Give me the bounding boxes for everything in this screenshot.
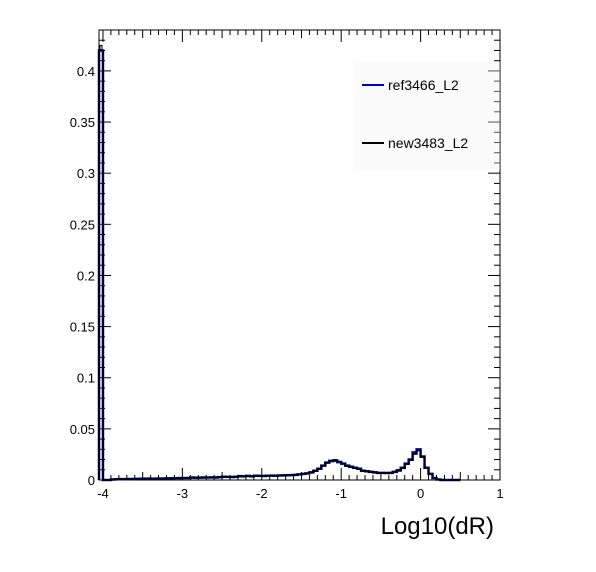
legend-label-ref: ref3466_L2 <box>388 77 459 93</box>
x-tick-label: -4 <box>97 486 109 501</box>
x-tick-label: 0 <box>417 486 424 501</box>
first-bin-cap <box>99 44 103 51</box>
y-tick-label: 0.2 <box>77 268 95 283</box>
x-tick-label: -2 <box>256 486 268 501</box>
y-tick-label: 0.1 <box>77 371 95 386</box>
y-tick-label: 0.4 <box>77 64 95 79</box>
series-new3483_L2 <box>98 49 461 481</box>
y-tick-label: 0.35 <box>70 115 95 130</box>
y-tick-label: 0.25 <box>70 217 95 232</box>
y-tick-label: 0 <box>88 473 95 488</box>
histogram-series <box>97 44 461 482</box>
x-tick-label: 1 <box>496 486 503 501</box>
legend: ref3466_L2 new3483_L2 <box>355 62 500 170</box>
legend-label-new: new3483_L2 <box>388 135 468 151</box>
x-tick-label: -1 <box>335 486 347 501</box>
tick-labels: -4 -3 -2 -1 0 1 0 0.05 0.1 0.15 0.2 0.25 0.3 0.35 0.4 <box>70 64 504 501</box>
y-tick-label: 0.15 <box>70 320 95 335</box>
x-axis-title: Log10(dR) <box>381 513 494 540</box>
y-tick-label: 0.3 <box>77 166 95 181</box>
legend-box <box>355 62 500 170</box>
x-tick-label: -3 <box>177 486 189 501</box>
y-tick-label: 0.05 <box>70 422 95 437</box>
